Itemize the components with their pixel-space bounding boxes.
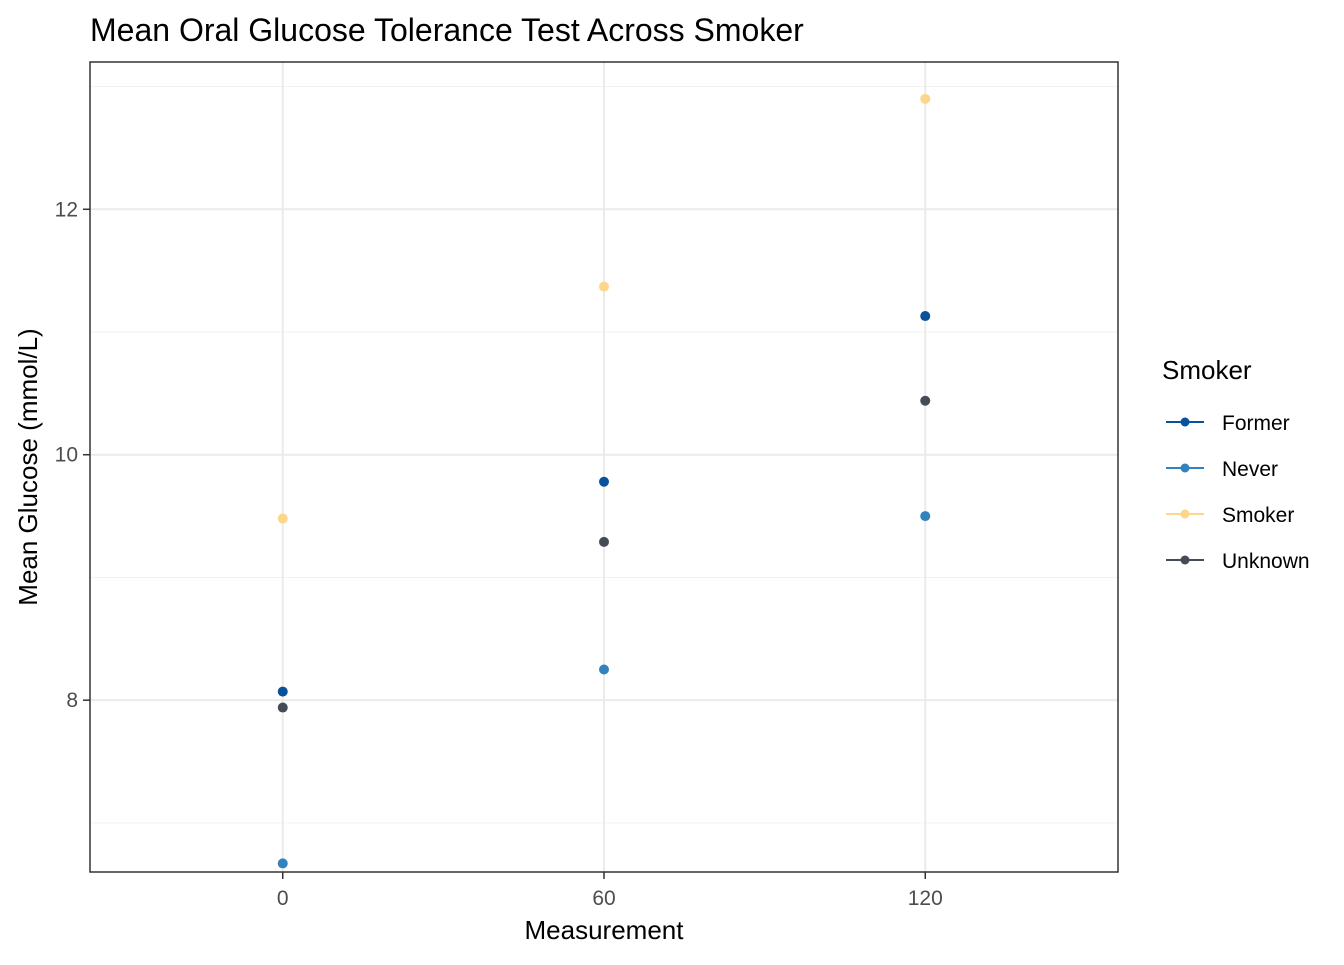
- data-point-unknown: [920, 395, 931, 406]
- data-point-never: [599, 664, 609, 675]
- legend-label: Never: [1222, 458, 1278, 481]
- legend-items: Former Never Smoker Unknown: [1166, 412, 1310, 573]
- y-axis-label: Mean Glucose (mmol/L): [13, 328, 43, 605]
- data-point-former: [277, 686, 288, 697]
- x-axis-label: Measurement: [525, 915, 685, 945]
- data-point-unknown: [277, 702, 288, 713]
- legend: Smoker Former Never Smoker Unknown: [1162, 355, 1310, 573]
- data-point-unknown: [599, 536, 609, 547]
- x-tick-label: 60: [592, 887, 615, 910]
- chart-title: Mean Oral Glucose Tolerance Test Across …: [90, 12, 804, 48]
- legend-item-unknown: Unknown: [1166, 550, 1310, 573]
- legend-key-point: [1180, 509, 1190, 519]
- y-tick-label: 12: [55, 198, 78, 221]
- legend-label: Smoker: [1222, 504, 1294, 527]
- data-point-never: [277, 858, 288, 869]
- data-points: [277, 93, 931, 869]
- legend-label: Former: [1222, 412, 1290, 435]
- y-tick-label: 8: [66, 689, 78, 712]
- legend-item-former: Former: [1166, 412, 1290, 435]
- data-point-former: [599, 476, 609, 487]
- legend-key-point: [1180, 555, 1190, 565]
- legend-key-point: [1180, 463, 1190, 473]
- x-tick-label: 0: [277, 887, 289, 910]
- x-tick-label: 120: [908, 887, 943, 910]
- data-point-smoker: [920, 93, 931, 104]
- data-point-never: [920, 511, 931, 522]
- grid-lines: [90, 62, 1118, 872]
- legend-item-smoker: Smoker: [1166, 504, 1294, 527]
- data-point-smoker: [599, 281, 609, 292]
- legend-title: Smoker: [1162, 355, 1252, 385]
- data-point-smoker: [277, 513, 288, 524]
- data-point-former: [920, 311, 931, 322]
- legend-item-never: Never: [1166, 458, 1278, 481]
- legend-key-point: [1180, 417, 1190, 427]
- y-tick-label: 10: [55, 444, 78, 467]
- legend-label: Unknown: [1222, 550, 1310, 573]
